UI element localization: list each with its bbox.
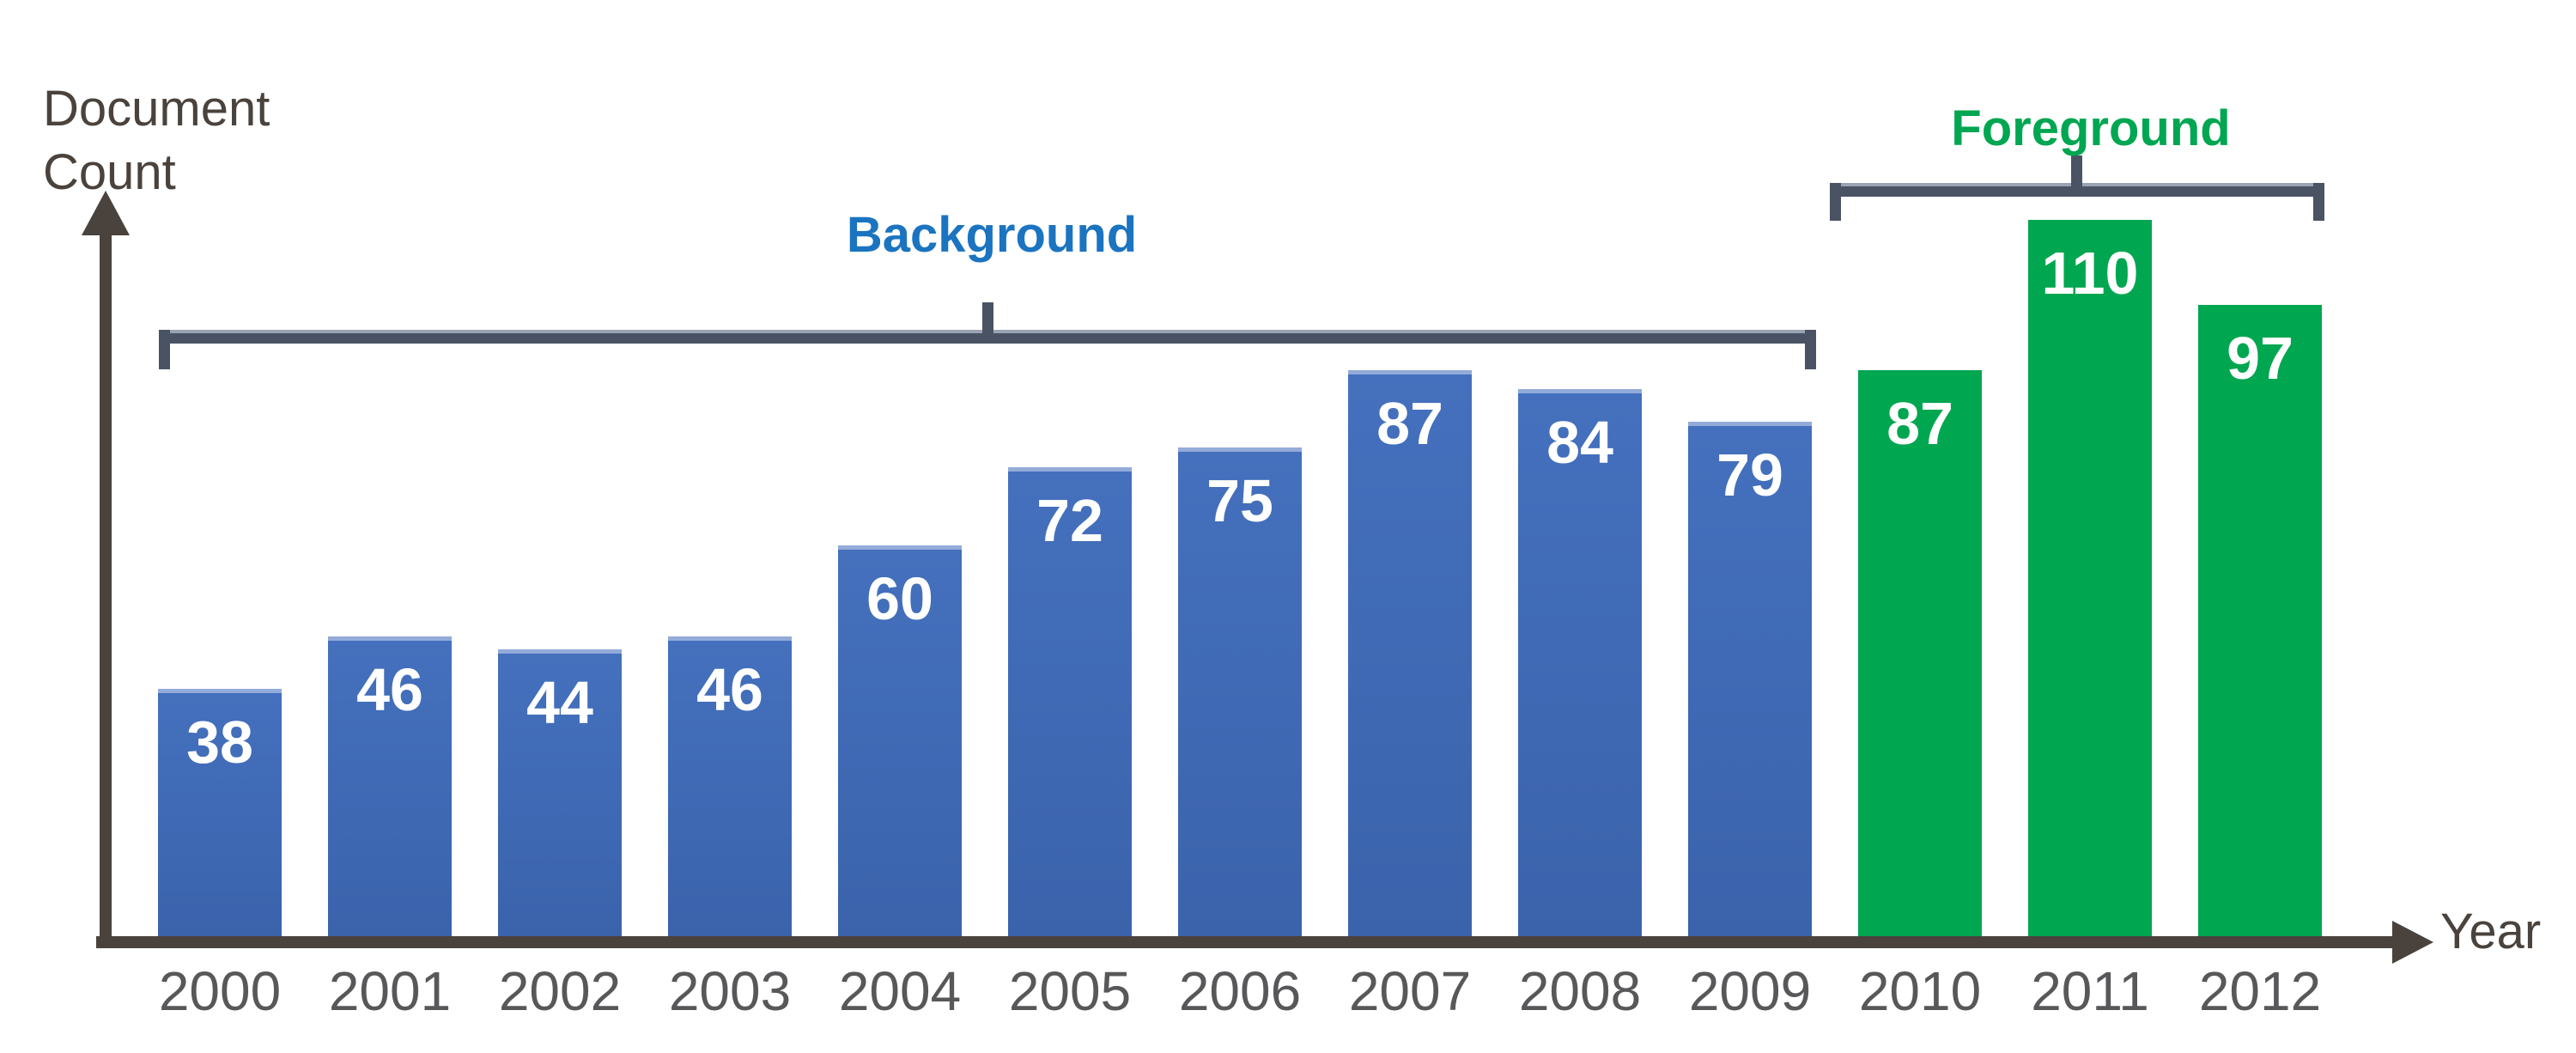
bar-2006: 75 bbox=[1178, 447, 1302, 936]
x-tick-label-2003: 2003 bbox=[668, 960, 792, 1022]
bar-value-label: 44 bbox=[526, 669, 593, 736]
bar-value-label: 46 bbox=[696, 656, 763, 723]
bar-value-label: 110 bbox=[2041, 240, 2139, 307]
foreground-group-label: Foreground bbox=[1951, 100, 2231, 156]
bar-value-label: 46 bbox=[356, 656, 423, 723]
background-group-label: Background bbox=[846, 207, 1138, 263]
bar-value-label: 72 bbox=[1036, 487, 1103, 554]
background-bracket-line bbox=[159, 330, 1816, 344]
foreground-bracket-right-leg bbox=[2313, 183, 2324, 221]
bar-value-label: 60 bbox=[866, 565, 933, 632]
bar-value-label: 79 bbox=[1716, 441, 1783, 508]
bar-value-label: 87 bbox=[1886, 390, 1953, 457]
x-tick-label-2005: 2005 bbox=[1008, 960, 1132, 1022]
background-bracket-right-leg bbox=[1805, 330, 1816, 369]
bar-value-label: 97 bbox=[2227, 325, 2293, 392]
bar-2002: 44 bbox=[498, 649, 622, 936]
x-axis-line bbox=[96, 936, 2394, 948]
x-tick-label-2010: 2010 bbox=[1858, 960, 1982, 1022]
bar-2009: 79 bbox=[1688, 422, 1812, 936]
x-tick-label-2008: 2008 bbox=[1518, 960, 1642, 1022]
x-tick-label-2000: 2000 bbox=[158, 960, 282, 1022]
foreground-bracket-left-leg bbox=[1830, 183, 1841, 221]
bar-value-label: 84 bbox=[1546, 409, 1613, 476]
bar-2011: 110 bbox=[2028, 220, 2152, 936]
x-tick-label-2007: 2007 bbox=[1348, 960, 1472, 1022]
bar-2008: 84 bbox=[1518, 389, 1642, 936]
x-tick-label-2004: 2004 bbox=[838, 960, 962, 1022]
bar-value-label: 75 bbox=[1206, 467, 1273, 534]
bar-2004: 60 bbox=[838, 545, 962, 936]
background-bracket-tick bbox=[982, 302, 993, 333]
x-tick-label-2009: 2009 bbox=[1688, 960, 1812, 1022]
y-axis-line bbox=[100, 225, 112, 936]
bar-2007: 87 bbox=[1348, 370, 1472, 936]
bar-2005: 72 bbox=[1008, 467, 1132, 936]
bar-value-label: 87 bbox=[1376, 390, 1443, 457]
foreground-bracket-tick bbox=[2071, 155, 2082, 186]
x-tick-label-2006: 2006 bbox=[1178, 960, 1302, 1022]
x-axis-title: Year bbox=[2440, 904, 2542, 959]
x-tick-label-2002: 2002 bbox=[498, 960, 622, 1022]
foreground-bracket-line bbox=[1830, 183, 2324, 197]
bar-2001: 46 bbox=[328, 636, 452, 936]
bar-2000: 38 bbox=[158, 689, 282, 936]
background-bracket-left-leg bbox=[159, 330, 170, 369]
bar-value-label: 38 bbox=[186, 709, 253, 776]
x-tick-label-2011: 2011 bbox=[2031, 960, 2149, 1022]
bar-2012: 97 bbox=[2198, 305, 2322, 936]
x-tick-label-2012: 2012 bbox=[2198, 960, 2322, 1022]
bar-2010: 87 bbox=[1858, 370, 1982, 936]
bar-2003: 46 bbox=[668, 636, 792, 936]
x-axis-arrow-icon bbox=[2392, 921, 2433, 964]
x-tick-label-2001: 2001 bbox=[328, 960, 452, 1022]
y-axis-title: Document Count bbox=[43, 81, 270, 200]
